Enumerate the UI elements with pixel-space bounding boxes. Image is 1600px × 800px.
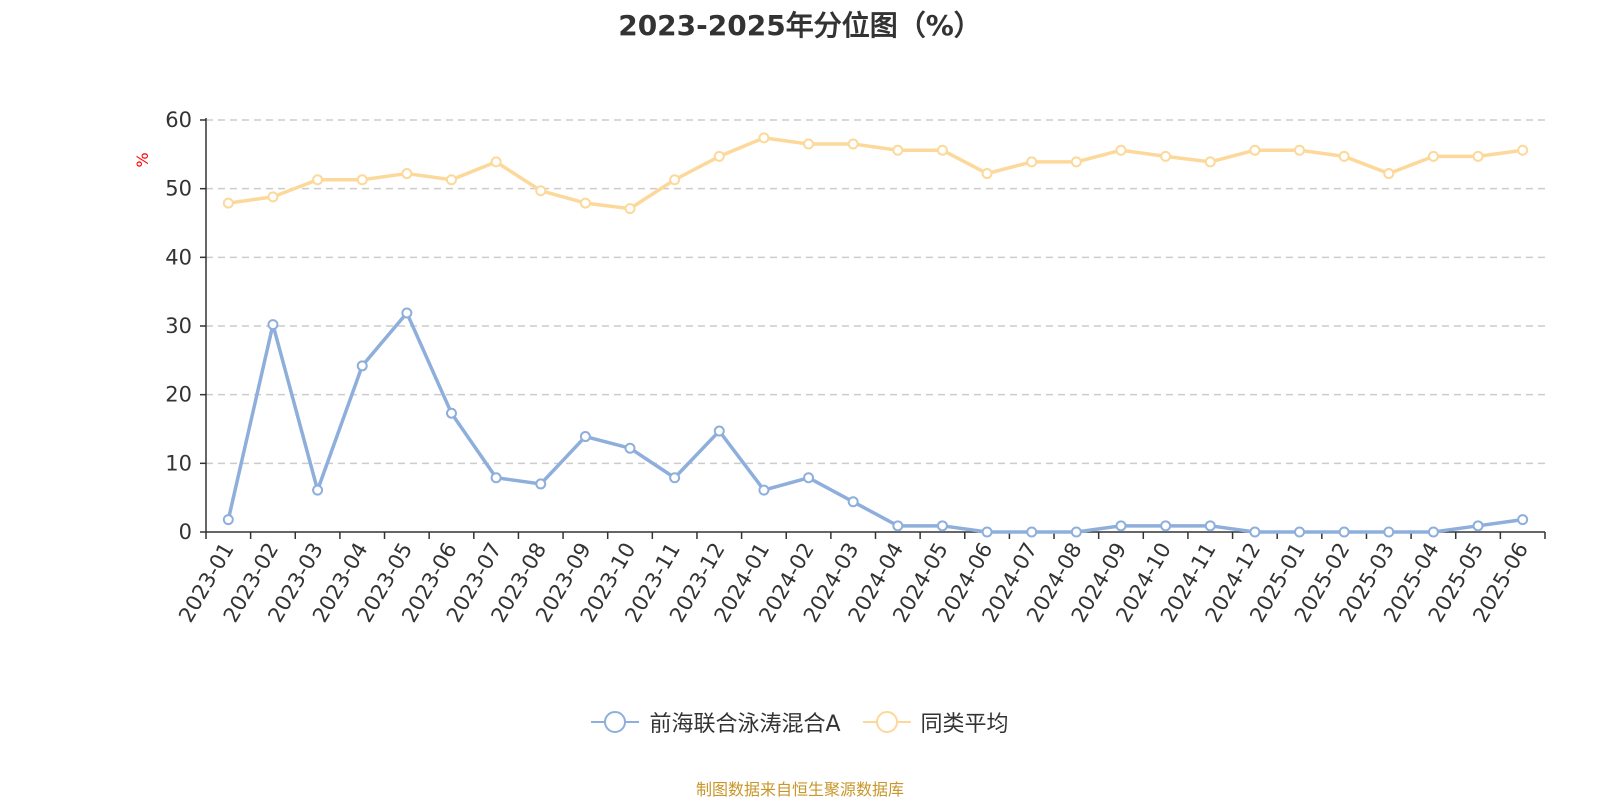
data-point-series-1 [1427, 526, 1439, 538]
data-point-series-2 [1160, 150, 1172, 162]
data-point-series-1 [267, 319, 279, 331]
chart-title: 2023-2025年分位图（%） [618, 9, 982, 42]
data-point-series-2 [1383, 168, 1395, 180]
data-point-series-1 [222, 514, 234, 526]
data-point-series-1 [803, 472, 815, 484]
y-tick-label: 50 [165, 177, 192, 201]
y-axis-label: % [133, 152, 152, 167]
data-point-series-2 [1472, 150, 1484, 162]
data-point-series-1 [401, 307, 413, 319]
data-point-series-2 [445, 174, 457, 186]
data-point-series-2 [1204, 156, 1216, 168]
data-point-series-2 [803, 138, 815, 150]
data-point-series-1 [892, 520, 904, 532]
legend-marker-series-2 [862, 711, 911, 733]
legend: 前海联合泳涛混合A 同类平均 [0, 706, 1600, 738]
data-point-series-2 [1249, 144, 1261, 156]
legend-marker-series-1 [591, 711, 640, 733]
data-point-series-2 [1338, 150, 1350, 162]
data-point-series-2 [1070, 156, 1082, 168]
data-point-series-1 [1026, 526, 1038, 538]
data-point-series-1 [1472, 520, 1484, 532]
y-tick-label: 30 [165, 314, 192, 338]
data-point-series-1 [1204, 520, 1216, 532]
legend-label-series-2: 同类平均 [920, 712, 1009, 737]
data-point-series-1 [356, 360, 368, 372]
data-point-series-1 [312, 484, 324, 496]
data-point-series-1 [624, 442, 636, 454]
data-point-series-2 [312, 174, 324, 186]
data-point-series-1 [445, 407, 457, 419]
data-point-series-2 [1427, 150, 1439, 162]
legend-item-series-1[interactable]: 前海联合泳涛混合A [591, 706, 841, 738]
data-point-series-1 [1115, 520, 1127, 532]
data-point-series-1 [1070, 526, 1082, 538]
data-point-series-1 [669, 472, 681, 484]
data-point-series-1 [713, 425, 725, 437]
data-point-series-2 [1026, 156, 1038, 168]
data-point-series-2 [579, 197, 591, 209]
data-point-series-2 [624, 203, 636, 215]
data-point-series-2 [981, 168, 993, 180]
data-point-series-2 [669, 174, 681, 186]
data-point-series-1 [1517, 514, 1529, 526]
data-point-series-2 [1294, 144, 1306, 156]
data-point-series-2 [490, 156, 502, 168]
data-point-series-1 [1160, 520, 1172, 532]
data-point-series-2 [892, 144, 904, 156]
data-point-series-1 [1383, 526, 1395, 538]
data-point-series-1 [1294, 526, 1306, 538]
y-tick-label: 10 [165, 451, 192, 475]
data-point-series-2 [1115, 144, 1127, 156]
data-point-series-1 [1338, 526, 1350, 538]
data-point-series-1 [847, 496, 859, 508]
y-tick-label: 20 [165, 383, 192, 407]
data-point-series-1 [579, 431, 591, 443]
data-point-series-2 [222, 197, 234, 209]
source-note: 制图数据来自恒生聚源数据库 [695, 780, 904, 799]
y-tick-label: 60 [165, 108, 192, 132]
data-point-series-2 [535, 185, 547, 197]
series-line-2 [226, 136, 1525, 211]
data-point-series-2 [267, 191, 279, 203]
data-point-series-1 [936, 520, 948, 532]
data-point-series-2 [356, 174, 368, 186]
series-line-1 [226, 311, 1525, 534]
data-point-series-1 [981, 526, 993, 538]
data-point-series-1 [758, 484, 770, 496]
data-point-series-2 [847, 138, 859, 150]
data-point-series-1 [490, 472, 502, 484]
legend-label-series-1: 前海联合泳涛混合A [649, 712, 841, 737]
y-tick-label: 0 [179, 520, 192, 544]
legend-item-series-2[interactable]: 同类平均 [862, 706, 1009, 738]
data-point-series-2 [713, 150, 725, 162]
data-point-series-1 [1249, 526, 1261, 538]
y-tick-label: 40 [165, 245, 192, 269]
data-point-series-2 [758, 132, 770, 144]
data-point-series-2 [401, 168, 413, 180]
data-point-series-1 [535, 478, 547, 490]
data-point-series-2 [1517, 144, 1529, 156]
data-point-series-2 [936, 144, 948, 156]
